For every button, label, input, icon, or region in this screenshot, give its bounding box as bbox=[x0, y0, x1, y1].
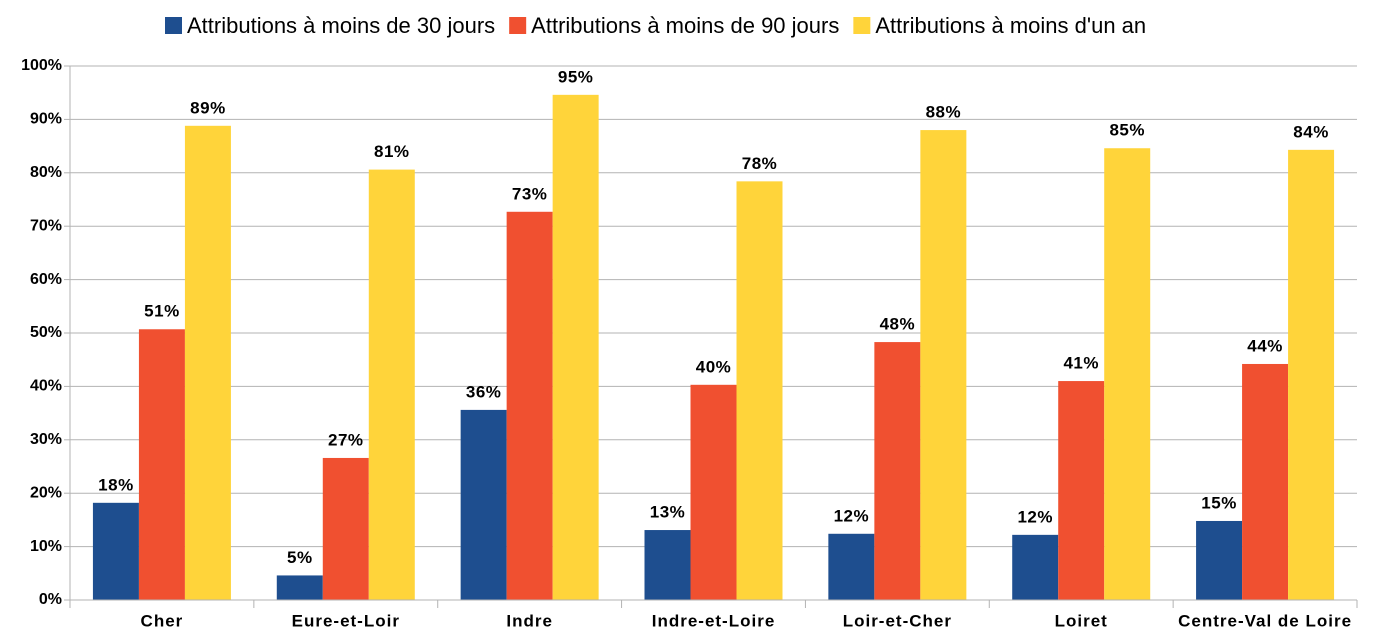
legend-label: Attributions à moins de 90 jours bbox=[531, 13, 839, 38]
data-label: 88% bbox=[926, 103, 962, 122]
y-tick-label: 80% bbox=[30, 164, 62, 181]
bar bbox=[1288, 149, 1335, 600]
legend-swatch bbox=[509, 17, 527, 34]
y-tick-label: 60% bbox=[30, 271, 62, 288]
bar bbox=[1242, 363, 1289, 600]
data-label: 81% bbox=[374, 142, 410, 161]
x-tick-label: Centre-Val de Loire bbox=[1178, 611, 1352, 630]
legend-swatch bbox=[853, 17, 871, 34]
bar bbox=[1196, 520, 1243, 600]
y-tick-label: 50% bbox=[30, 324, 62, 341]
data-label: 36% bbox=[466, 382, 502, 401]
bar bbox=[1104, 148, 1151, 600]
bar bbox=[644, 530, 691, 600]
data-label: 18% bbox=[98, 475, 134, 494]
y-tick-label: 40% bbox=[30, 378, 62, 395]
bar bbox=[460, 409, 507, 600]
bar bbox=[828, 533, 875, 600]
legend-label: Attributions à moins de 30 jours bbox=[187, 13, 495, 38]
legend-swatch bbox=[165, 17, 182, 34]
data-label: 85% bbox=[1109, 121, 1145, 140]
x-tick-label: Loiret bbox=[1055, 611, 1108, 630]
y-tick-label: 0% bbox=[39, 591, 62, 608]
data-label: 89% bbox=[190, 98, 226, 117]
y-tick-label: 70% bbox=[30, 217, 62, 234]
data-label: 84% bbox=[1293, 122, 1329, 141]
data-label: 12% bbox=[834, 506, 870, 525]
y-tick-label: 90% bbox=[30, 111, 62, 128]
bar bbox=[874, 342, 921, 600]
bar bbox=[506, 211, 553, 601]
bar bbox=[276, 575, 323, 600]
data-label: 27% bbox=[328, 430, 364, 449]
bar bbox=[736, 181, 783, 600]
data-label: 15% bbox=[1201, 493, 1237, 512]
data-label: 48% bbox=[880, 315, 916, 334]
data-label: 73% bbox=[512, 184, 548, 203]
y-tick-label: 100% bbox=[21, 57, 62, 74]
data-label: 5% bbox=[287, 548, 313, 567]
bar bbox=[92, 502, 139, 600]
data-label: 40% bbox=[696, 357, 732, 376]
bar bbox=[920, 130, 967, 600]
x-tick-label: Eure-et-Loir bbox=[292, 611, 400, 630]
x-tick-label: Indre bbox=[506, 611, 553, 630]
data-label: 51% bbox=[144, 302, 180, 321]
bar bbox=[138, 329, 185, 600]
x-tick-label: Loir-et-Cher bbox=[843, 611, 952, 630]
y-tick-label: 30% bbox=[30, 431, 62, 448]
data-label: 12% bbox=[1017, 507, 1053, 526]
bar bbox=[368, 169, 415, 600]
data-label: 78% bbox=[742, 154, 778, 173]
bar bbox=[322, 457, 369, 600]
data-label: 41% bbox=[1063, 354, 1099, 373]
legend-label: Attributions à moins d'un an bbox=[875, 13, 1146, 38]
bar bbox=[1058, 381, 1105, 600]
bar bbox=[690, 384, 737, 600]
x-tick-label: Cher bbox=[141, 611, 184, 630]
data-label: 13% bbox=[650, 503, 686, 522]
bar bbox=[1012, 534, 1059, 600]
bar bbox=[552, 94, 599, 600]
y-tick-label: 10% bbox=[30, 538, 62, 555]
data-label: 95% bbox=[558, 67, 594, 86]
x-tick-label: Indre-et-Loire bbox=[652, 611, 776, 630]
y-tick-label: 20% bbox=[30, 484, 62, 501]
bar bbox=[184, 125, 231, 601]
data-label: 44% bbox=[1247, 336, 1283, 355]
